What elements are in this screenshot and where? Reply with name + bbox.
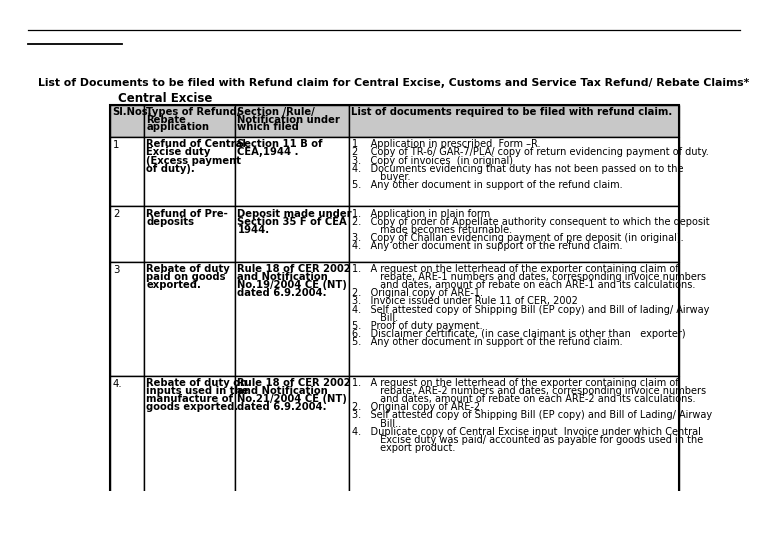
Text: Sl.Nos.: Sl.Nos. — [112, 107, 152, 117]
Text: CEA,1944 .: CEA,1944 . — [237, 147, 299, 157]
Text: made becomes returnable.: made becomes returnable. — [352, 225, 512, 235]
Text: 6.   Disclaimer certificate, (in case claimant is other than   exporter): 6. Disclaimer certificate, (in case clai… — [352, 329, 686, 339]
Text: 1.   A request on the letterhead of the exporter containing claim of: 1. A request on the letterhead of the ex… — [352, 264, 679, 274]
Text: 1    Application in prescribed  Form –R.: 1 Application in prescribed Form –R. — [352, 140, 541, 150]
Text: Refund of Pre-: Refund of Pre- — [147, 209, 228, 219]
Text: 2.   Original copy of ARE-1.: 2. Original copy of ARE-1. — [352, 288, 483, 299]
Text: dated 6.9.2004.: dated 6.9.2004. — [237, 288, 327, 299]
Text: 1: 1 — [113, 140, 120, 150]
Text: 2: 2 — [113, 209, 120, 220]
Bar — [349, 105, 679, 137]
Text: 5.   Proof of duty payment.: 5. Proof of duty payment. — [352, 321, 482, 331]
Bar — [349, 206, 679, 262]
Text: Central Excise: Central Excise — [118, 92, 212, 105]
Text: 4.   Duplicate copy of Central Excise input  Invoice under which Central: 4. Duplicate copy of Central Excise inpu… — [352, 427, 701, 437]
Text: dated 6.9.2004.: dated 6.9.2004. — [237, 402, 327, 412]
Text: (Excess payment: (Excess payment — [147, 156, 241, 166]
Bar — [110, 376, 144, 501]
Text: Rule 18 of CER 2002: Rule 18 of CER 2002 — [237, 378, 351, 388]
Text: 2.   Copy of order of Appellate authority consequent to which the deposit: 2. Copy of order of Appellate authority … — [352, 217, 710, 227]
Bar — [235, 206, 349, 262]
Text: goods exported.: goods exported. — [147, 402, 239, 412]
Text: Notification under: Notification under — [237, 115, 340, 125]
Text: 1.   Application in plain form: 1. Application in plain form — [352, 209, 490, 219]
Text: Rebate of duty: Rebate of duty — [147, 264, 230, 274]
Bar — [235, 376, 349, 501]
Text: of duty).: of duty). — [147, 163, 195, 174]
Text: buyer.: buyer. — [352, 172, 410, 182]
Text: rebate, ARE-2 numbers and dates, corresponding invoice numbers: rebate, ARE-2 numbers and dates, corresp… — [352, 386, 706, 396]
Text: 4.: 4. — [113, 379, 123, 389]
Text: 2.   Original copy of ARE-2.: 2. Original copy of ARE-2. — [352, 402, 483, 412]
Bar — [235, 105, 349, 137]
Text: 2    Copy of TR-6/ GAR-7/PLA/ copy of return evidencing payment of duty.: 2 Copy of TR-6/ GAR-7/PLA/ copy of retur… — [352, 147, 709, 157]
Text: 4.   Any other document in support of the refund claim.: 4. Any other document in support of the … — [352, 241, 623, 251]
Text: Bill..: Bill.. — [352, 418, 401, 428]
Text: Rebate of duty on: Rebate of duty on — [147, 378, 247, 388]
Text: No.19/2004 CE (NT): No.19/2004 CE (NT) — [237, 280, 347, 290]
Text: No.21/2004 CE (NT): No.21/2004 CE (NT) — [237, 394, 347, 404]
Bar — [144, 376, 235, 501]
Text: and dates, amount of rebate on each ARE-2 and its calculations.: and dates, amount of rebate on each ARE-… — [352, 394, 696, 404]
Text: Deposit made under: Deposit made under — [237, 209, 352, 219]
Text: manufacture of: manufacture of — [147, 394, 233, 404]
Text: Bill.: Bill. — [352, 312, 398, 322]
Text: application: application — [147, 123, 210, 132]
Bar — [349, 137, 679, 206]
Bar — [349, 262, 679, 376]
Bar — [144, 206, 235, 262]
Text: rebate, ARE-1 numbers and dates, corresponding invoice numbers: rebate, ARE-1 numbers and dates, corresp… — [352, 272, 706, 282]
Text: List of documents required to be filed with refund claim.: List of documents required to be filed w… — [351, 107, 673, 117]
Text: Section 35 F of CEA: Section 35 F of CEA — [237, 217, 347, 227]
Text: 3: 3 — [113, 265, 120, 275]
Text: 3.   Self attested copy of Shipping Bill (EP copy) and Bill of Lading/ Airway: 3. Self attested copy of Shipping Bill (… — [352, 411, 712, 421]
Text: which filed: which filed — [237, 123, 300, 132]
Text: 1944.: 1944. — [237, 225, 270, 235]
Bar — [110, 137, 144, 206]
Text: Refund of Central: Refund of Central — [147, 140, 247, 150]
Bar — [235, 137, 349, 206]
Text: exported.: exported. — [147, 280, 201, 290]
Text: 3.   Invoice issued under Rule 11 of CER, 2002: 3. Invoice issued under Rule 11 of CER, … — [352, 296, 578, 306]
Bar — [144, 262, 235, 376]
Text: 1.   A request on the letterhead of the exporter containing claim of: 1. A request on the letterhead of the ex… — [352, 378, 679, 388]
Text: and Notification: and Notification — [237, 272, 328, 282]
Text: Excise duty was paid/ accounted as payable for goods used in the: Excise duty was paid/ accounted as payab… — [352, 434, 703, 445]
Text: 3.   Copy of Challan evidencing payment of pre deposit (in original).: 3. Copy of Challan evidencing payment of… — [352, 233, 684, 243]
Text: 5.   Any other document in support of the refund claim.: 5. Any other document in support of the … — [352, 337, 623, 347]
Bar — [144, 137, 235, 206]
Text: export product.: export product. — [352, 443, 455, 453]
Text: Types of Refund/: Types of Refund/ — [147, 107, 241, 117]
Text: paid on goods: paid on goods — [147, 272, 226, 282]
Text: Excise duty: Excise duty — [147, 147, 210, 157]
Bar — [235, 262, 349, 376]
Text: 4.   Documents evidencing that duty has not been passed on to the: 4. Documents evidencing that duty has no… — [352, 163, 684, 174]
Text: inputs used in the: inputs used in the — [147, 386, 249, 396]
Text: deposits: deposits — [147, 217, 194, 227]
Bar — [349, 376, 679, 501]
Text: and dates, amount of rebate on each ARE-1 and its calculations.: and dates, amount of rebate on each ARE-… — [352, 280, 695, 290]
Text: List of Documents to be filed with Refund claim for Central Excise, Customs and : List of Documents to be filed with Refun… — [38, 78, 750, 88]
Text: Section /Rule/: Section /Rule/ — [237, 107, 315, 117]
Bar — [110, 262, 144, 376]
Bar — [110, 206, 144, 262]
Text: and Notification: and Notification — [237, 386, 328, 396]
Text: 5.   Any other document in support of the refund claim.: 5. Any other document in support of the … — [352, 180, 623, 190]
Bar — [110, 105, 144, 137]
Text: Rule 18 of CER 2002: Rule 18 of CER 2002 — [237, 264, 351, 274]
Bar — [144, 105, 235, 137]
Text: Rebate: Rebate — [147, 115, 187, 125]
Text: 4.   Self attested copy of Shipping Bill (EP copy) and Bill of lading/ Airway: 4. Self attested copy of Shipping Bill (… — [352, 305, 710, 315]
Text: Section 11 B of: Section 11 B of — [237, 140, 323, 150]
Text: 3.   Copy of invoices  (in original): 3. Copy of invoices (in original) — [352, 156, 513, 166]
